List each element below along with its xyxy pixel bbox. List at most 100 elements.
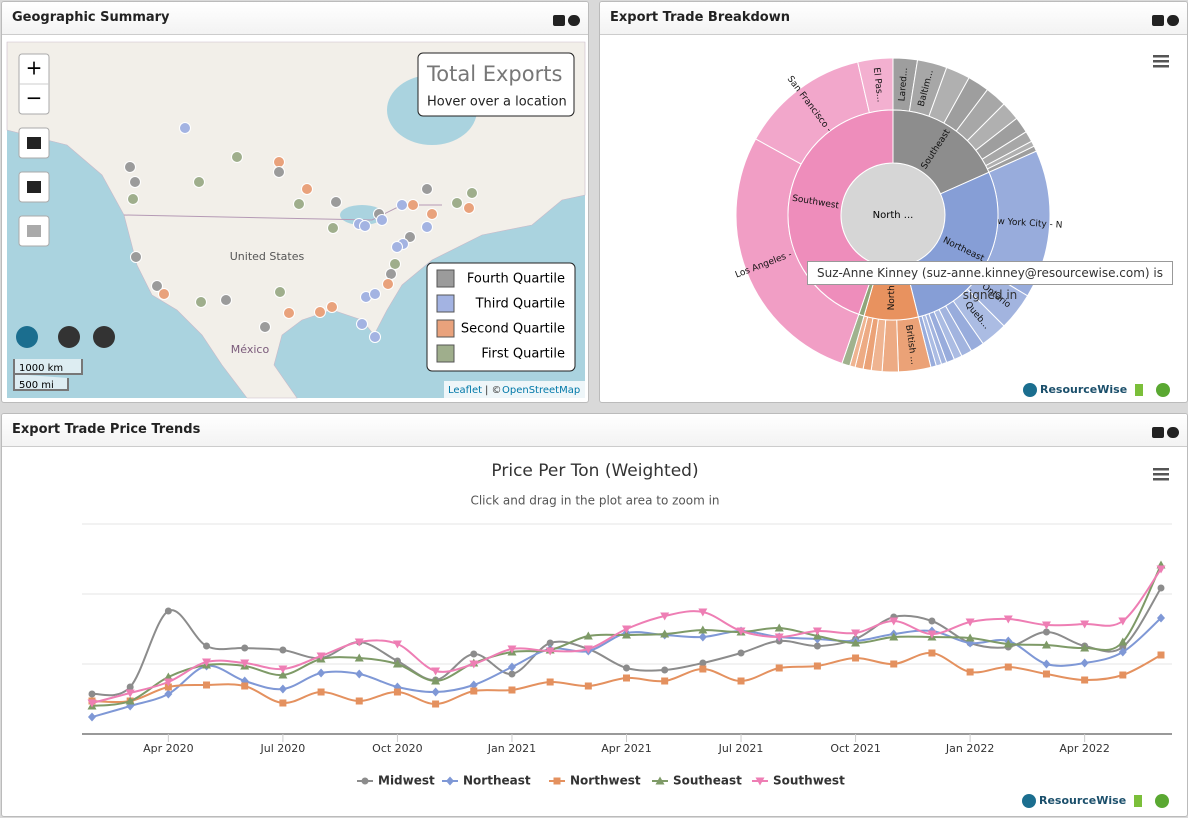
location-marker[interactable] bbox=[407, 199, 419, 211]
legend-swatch bbox=[436, 319, 455, 338]
brand-logo bbox=[1023, 383, 1037, 397]
location-marker[interactable] bbox=[327, 222, 339, 234]
legend-label[interactable]: Southeast bbox=[673, 774, 742, 788]
trends-panel: Export Trade Price Trends Price Per Ton … bbox=[1, 413, 1188, 817]
legend-label[interactable]: Midwest bbox=[378, 774, 435, 788]
menu-icon[interactable] bbox=[1153, 468, 1169, 471]
menu-icon[interactable] bbox=[1153, 60, 1169, 63]
location-marker[interactable] bbox=[376, 214, 388, 226]
point bbox=[278, 665, 288, 674]
location-marker[interactable] bbox=[421, 183, 433, 195]
point bbox=[661, 677, 669, 685]
point bbox=[163, 678, 173, 687]
location-marker[interactable] bbox=[179, 122, 191, 134]
legend-box bbox=[426, 262, 576, 372]
attribution-box bbox=[444, 381, 585, 398]
legend-swatch bbox=[436, 269, 455, 288]
point bbox=[1080, 658, 1089, 668]
x-tick-label: Apr 2020 bbox=[143, 742, 194, 755]
location-marker[interactable] bbox=[369, 288, 381, 300]
location-marker[interactable] bbox=[463, 202, 475, 214]
segment-label: New York City - N bbox=[985, 216, 1063, 231]
point bbox=[1042, 628, 1050, 636]
info-box bbox=[417, 52, 575, 117]
location-marker[interactable] bbox=[193, 176, 205, 188]
location-marker[interactable] bbox=[124, 161, 136, 173]
location-marker[interactable] bbox=[274, 286, 286, 298]
point bbox=[432, 700, 440, 708]
point bbox=[583, 631, 593, 640]
location-marker[interactable] bbox=[369, 331, 381, 343]
menu-icon[interactable] bbox=[1153, 65, 1169, 68]
location-marker[interactable] bbox=[151, 280, 163, 292]
country-label: United States bbox=[230, 250, 305, 263]
menu-icon[interactable] bbox=[1153, 473, 1169, 476]
location-marker[interactable] bbox=[314, 306, 326, 318]
point bbox=[1004, 663, 1012, 671]
point bbox=[1118, 637, 1128, 646]
panel-icons[interactable] bbox=[550, 11, 580, 26]
location-marker[interactable] bbox=[220, 294, 232, 306]
point bbox=[125, 689, 135, 698]
location-marker[interactable] bbox=[301, 183, 313, 195]
point bbox=[508, 670, 516, 678]
location-marker[interactable] bbox=[356, 318, 368, 330]
point bbox=[355, 669, 364, 679]
location-marker[interactable] bbox=[273, 166, 285, 178]
legend-swatch bbox=[436, 294, 455, 313]
location-marker[interactable] bbox=[426, 208, 438, 220]
chart-title: Price Per Ton (Weighted) bbox=[491, 461, 698, 481]
point bbox=[965, 633, 975, 642]
panel-icons[interactable] bbox=[1149, 11, 1179, 26]
location-marker[interactable] bbox=[389, 258, 401, 270]
panel-title: Export Trade Price Trends bbox=[2, 414, 1187, 447]
point bbox=[775, 664, 783, 672]
point bbox=[698, 608, 708, 617]
point bbox=[164, 607, 172, 615]
point bbox=[316, 652, 326, 661]
panel-icons[interactable] bbox=[1149, 423, 1179, 438]
brand-icon bbox=[1134, 795, 1142, 807]
point bbox=[928, 649, 936, 657]
location-marker[interactable] bbox=[195, 296, 207, 308]
legend-marker bbox=[655, 776, 665, 785]
location-marker[interactable] bbox=[129, 176, 141, 188]
location-marker[interactable] bbox=[330, 196, 342, 208]
legend-label[interactable]: Southwest bbox=[773, 774, 845, 788]
menu-icon[interactable] bbox=[1153, 55, 1169, 58]
info-title: Total Exports bbox=[426, 62, 562, 86]
location-marker[interactable] bbox=[293, 198, 305, 210]
legend-label[interactable]: Northeast bbox=[463, 774, 531, 788]
location-marker[interactable] bbox=[158, 288, 170, 300]
location-marker[interactable] bbox=[421, 221, 433, 233]
x-tick-label: Jan 2022 bbox=[945, 742, 994, 755]
x-tick-label: Oct 2021 bbox=[830, 742, 881, 755]
point bbox=[698, 632, 707, 642]
location-marker[interactable] bbox=[273, 156, 285, 168]
location-marker[interactable] bbox=[283, 307, 295, 319]
geo-panel: Geographic Summary United States México + −… bbox=[1, 1, 589, 403]
menu-icon[interactable] bbox=[1153, 478, 1169, 481]
location-marker[interactable] bbox=[130, 251, 142, 263]
attribution-link[interactable]: Leaflet bbox=[448, 385, 482, 396]
location-marker[interactable] bbox=[382, 278, 394, 290]
location-marker[interactable] bbox=[391, 241, 403, 253]
location-marker[interactable] bbox=[404, 231, 416, 243]
location-marker[interactable] bbox=[259, 321, 271, 333]
location-marker[interactable] bbox=[326, 301, 338, 313]
location-marker[interactable] bbox=[127, 193, 139, 205]
location-marker[interactable] bbox=[466, 187, 478, 199]
location-marker[interactable] bbox=[359, 220, 371, 232]
location-marker[interactable] bbox=[451, 197, 463, 209]
point bbox=[203, 642, 211, 650]
zoom-out[interactable]: − bbox=[26, 86, 43, 110]
location-marker[interactable] bbox=[385, 268, 397, 280]
attribution-link[interactable]: OpenStreetMap bbox=[502, 385, 580, 396]
country-label: México bbox=[231, 343, 270, 356]
chart-subtitle: Click and drag in the plot area to zoom … bbox=[470, 494, 719, 508]
map[interactable]: United States México + − Total Exports Hover … bbox=[2, 35, 588, 402]
zoom-in[interactable]: + bbox=[26, 56, 43, 80]
location-marker[interactable] bbox=[231, 151, 243, 163]
legend-label[interactable]: Northwest bbox=[570, 774, 641, 788]
location-marker[interactable] bbox=[396, 199, 408, 211]
